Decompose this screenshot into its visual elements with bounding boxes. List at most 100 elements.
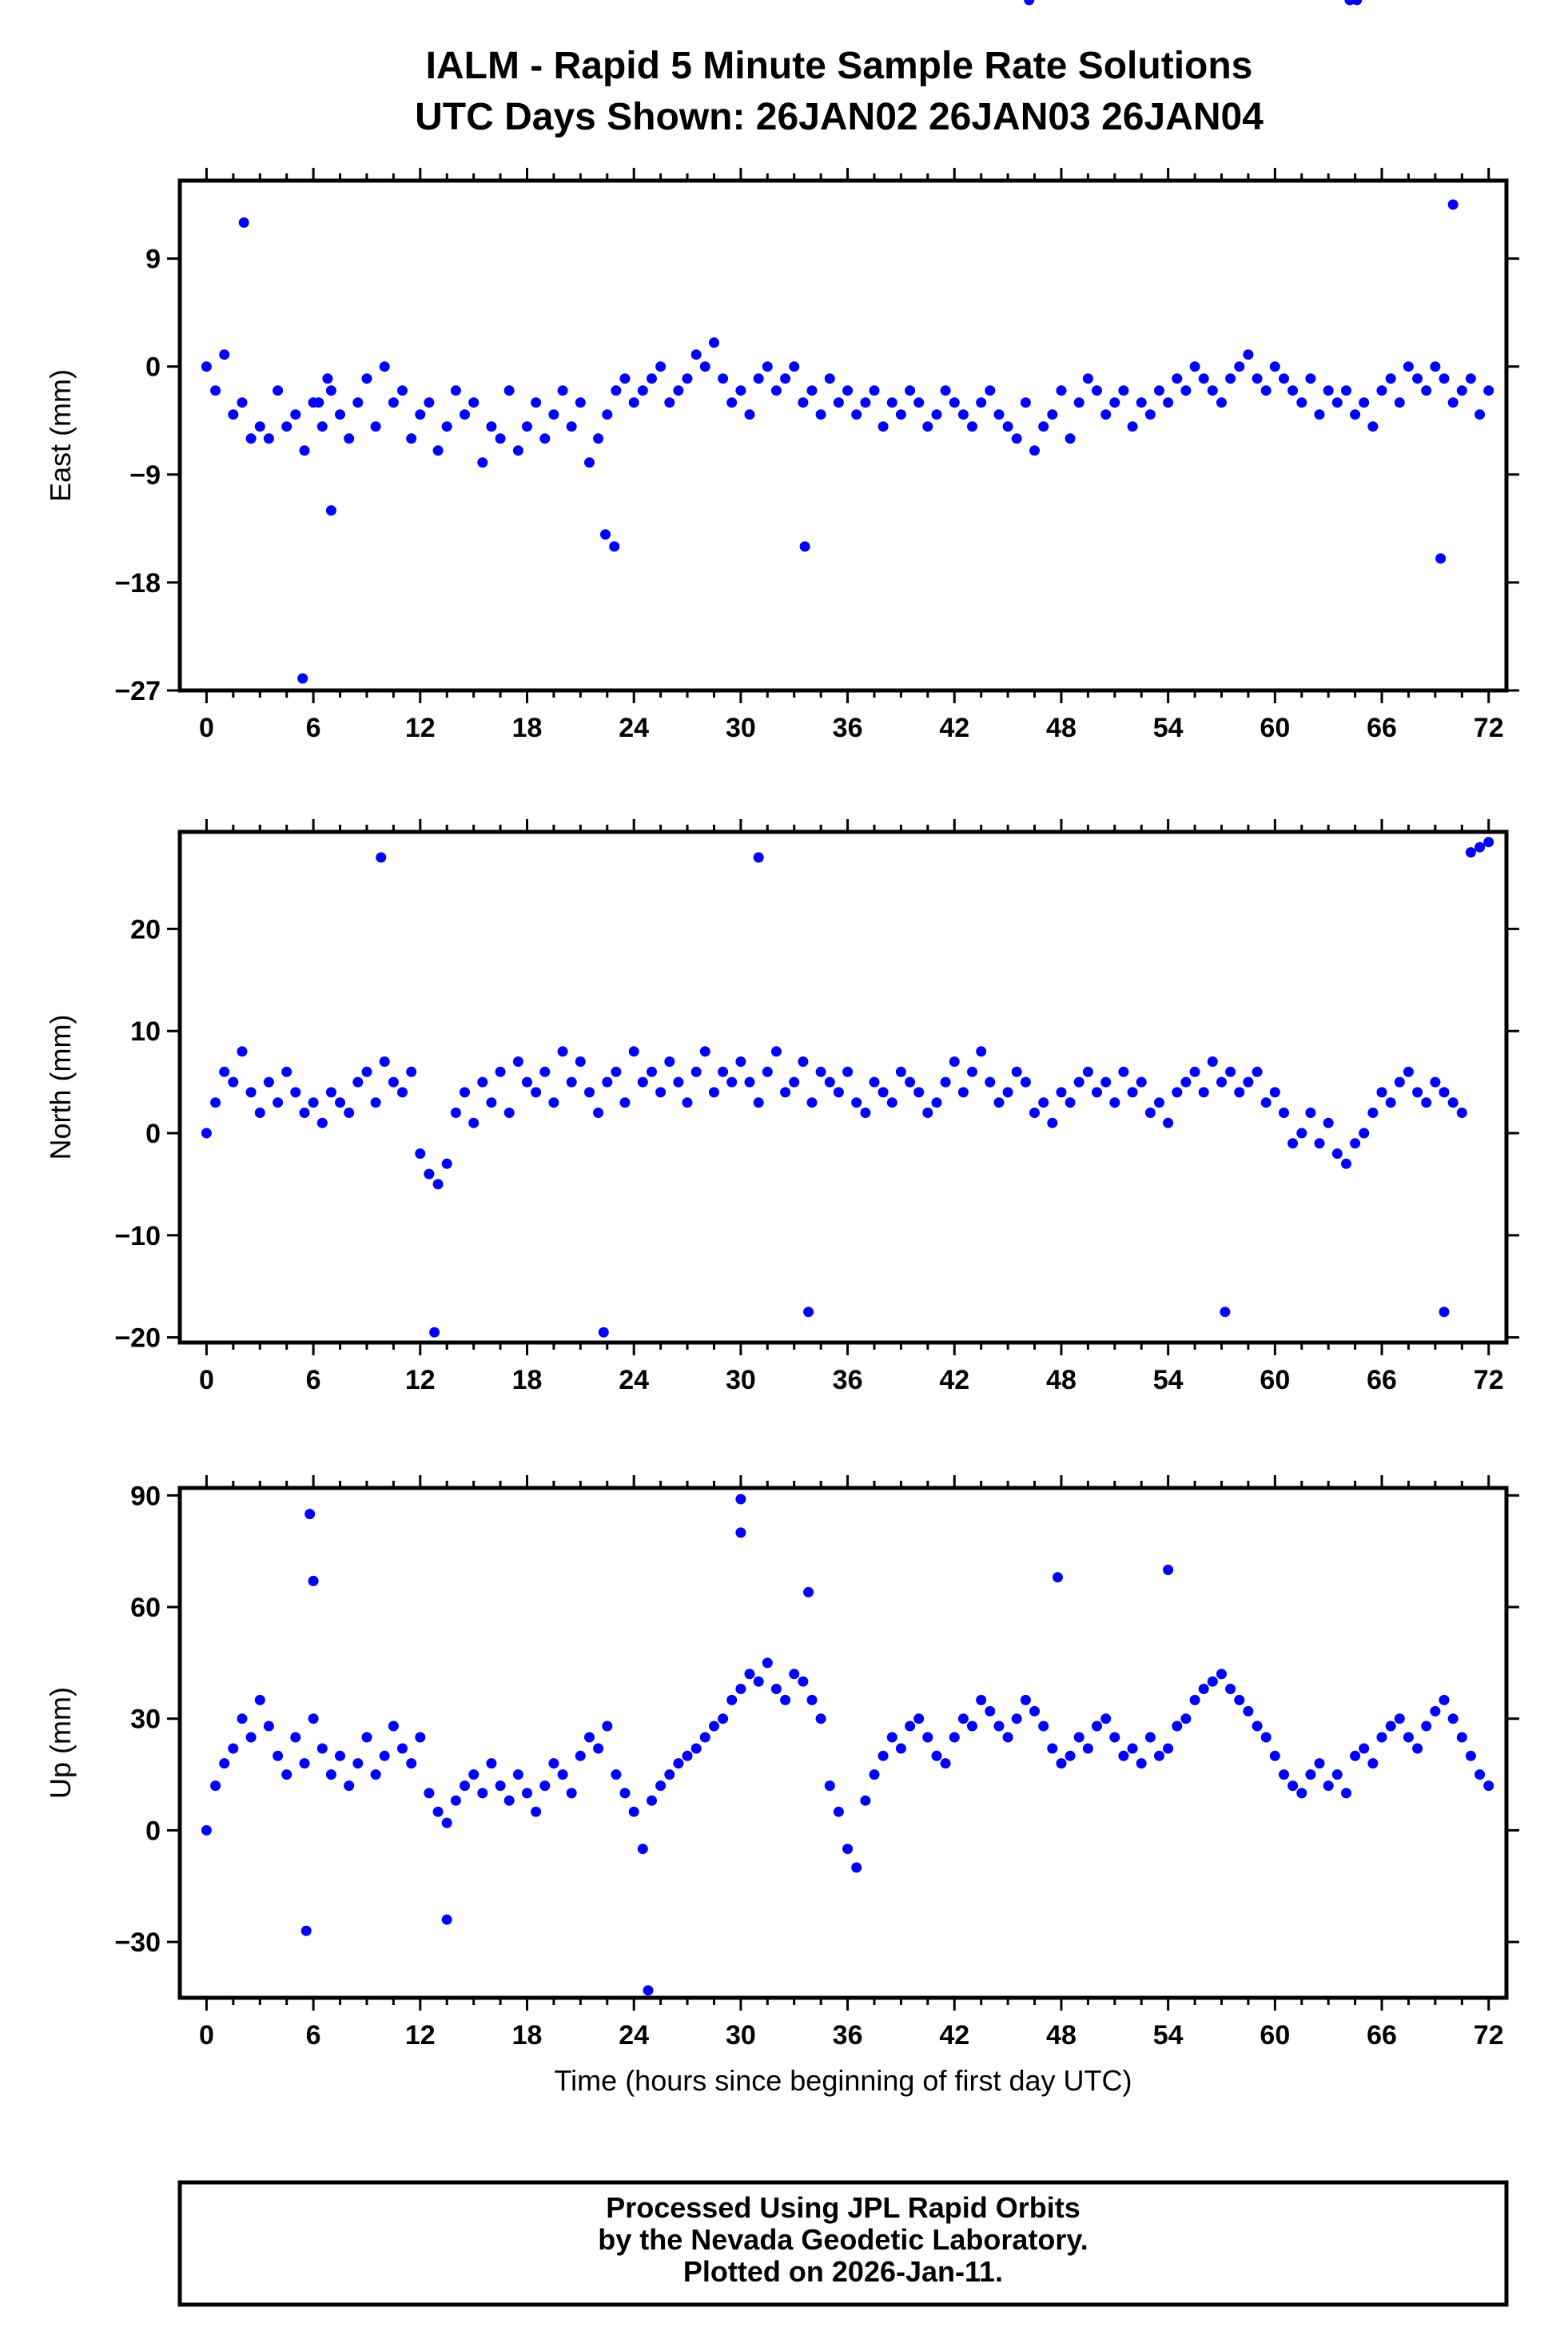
north-point (967, 1066, 977, 1077)
up-point (460, 1780, 470, 1792)
up-point (1323, 1780, 1334, 1792)
east-point (1020, 397, 1031, 408)
north-point (1394, 1076, 1405, 1088)
north-x-tick-label: 54 (1153, 1365, 1184, 1395)
east-point (905, 385, 916, 396)
north-point (522, 1076, 532, 1088)
east-point (1465, 373, 1476, 384)
east-point (1100, 409, 1112, 420)
up-point (1483, 1780, 1494, 1792)
up-point (1136, 1758, 1147, 1769)
up-point (593, 1743, 604, 1754)
east-point (219, 349, 230, 360)
east-point (432, 445, 444, 456)
north-point (424, 1168, 435, 1179)
east-point (1474, 409, 1486, 420)
east-point (1163, 397, 1174, 408)
up-point (486, 1758, 497, 1769)
north-point (655, 1087, 667, 1098)
north-point (1279, 1108, 1289, 1118)
up-point (210, 1780, 221, 1792)
north-x-tick-label: 24 (619, 1365, 649, 1395)
east-point (210, 385, 221, 396)
north-point (219, 1066, 230, 1077)
east-point (985, 385, 996, 396)
up-point (886, 1732, 897, 1743)
up-point (1180, 1713, 1192, 1724)
east-point (913, 397, 925, 408)
east-point (770, 385, 782, 396)
north-point (344, 1108, 355, 1118)
up-point (735, 1494, 746, 1505)
east-point (931, 409, 942, 420)
north-point (803, 1307, 814, 1318)
north-point (851, 1097, 862, 1108)
north-point (1341, 1158, 1351, 1169)
up-point (263, 1720, 274, 1732)
north-point (273, 1097, 284, 1108)
up-point (1412, 1743, 1423, 1754)
north-point (1243, 1076, 1254, 1088)
up-point (1474, 1769, 1486, 1780)
north-point (566, 1076, 577, 1088)
north-point (379, 1056, 390, 1067)
north-point (770, 1046, 782, 1057)
footer-frame (177, 2180, 1509, 2307)
up-point (432, 1806, 444, 1817)
up-panel: 0 6 12 18 24 30 36 42 48 54 60 66 72 90 60 30 0 −30 Up (mm… (44, 1475, 1519, 2097)
east-point (495, 433, 506, 444)
north-point (931, 1097, 942, 1108)
north-point (361, 1066, 372, 1077)
up-point (1287, 1780, 1299, 1792)
east-point (486, 421, 497, 432)
up-point (316, 1743, 328, 1754)
north-point (735, 1056, 746, 1067)
east-point (895, 409, 906, 420)
north-x-tick-label: 12 (405, 1365, 436, 1395)
up-point (1243, 1705, 1254, 1717)
up-point (468, 1769, 480, 1780)
north-point (575, 1056, 586, 1067)
up-point (308, 1713, 319, 1724)
north-point (647, 1066, 657, 1077)
up-point (940, 1758, 951, 1769)
north-point (1011, 1066, 1022, 1077)
up-x-tick-label: 18 (512, 2020, 543, 2051)
east-point (379, 361, 390, 372)
up-point (762, 1657, 773, 1669)
north-plot-frame (177, 829, 1509, 1345)
up-point (424, 1788, 435, 1799)
up-point (957, 1713, 969, 1724)
east-point (1198, 373, 1209, 384)
north-point (940, 1076, 951, 1088)
up-point (1073, 1732, 1084, 1743)
up-point (1100, 1713, 1112, 1724)
up-point (1305, 1769, 1316, 1780)
east-x-tick-label: 60 (1260, 713, 1290, 743)
east-point (531, 397, 542, 408)
north-point (281, 1066, 293, 1077)
up-point (815, 1713, 826, 1724)
north-point (1260, 1097, 1272, 1108)
east-point (1367, 421, 1379, 432)
north-point (976, 1046, 987, 1057)
east-point (806, 385, 818, 396)
up-x-tick-label: 12 (405, 2020, 436, 2051)
east-point (842, 385, 854, 396)
north-point (699, 1046, 710, 1057)
north-point (210, 1097, 221, 1108)
up-y-tick-label: −30 (114, 1927, 161, 1958)
east-point (335, 409, 345, 420)
up-point (1082, 1743, 1093, 1754)
north-x-tick-label: 48 (1046, 1365, 1077, 1395)
east-point (1403, 361, 1414, 372)
north-point (460, 1087, 470, 1098)
up-point (1065, 1750, 1076, 1761)
up-point (1394, 1713, 1405, 1724)
north-point (1465, 847, 1476, 858)
up-x-tick-label: 36 (833, 2020, 863, 2051)
north-point (762, 1066, 773, 1077)
east-x-tick-label: 36 (833, 713, 863, 743)
north-point (1073, 1076, 1084, 1088)
east-point (619, 373, 631, 384)
